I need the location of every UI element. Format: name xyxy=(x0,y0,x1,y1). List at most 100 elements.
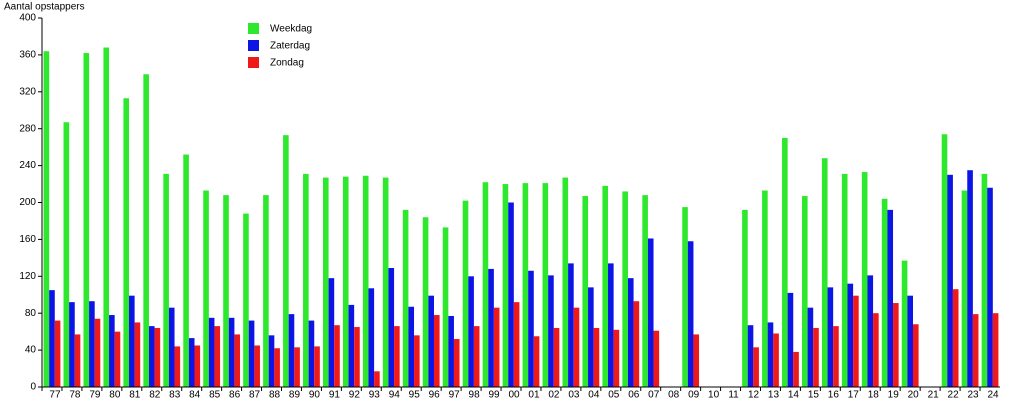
bar xyxy=(414,335,420,387)
bar xyxy=(593,327,600,387)
bar xyxy=(468,276,474,387)
bar xyxy=(334,325,340,387)
bar xyxy=(214,326,221,387)
bar xyxy=(967,170,973,387)
legend-label: Zondag xyxy=(270,58,304,69)
x-tick-label: 14 xyxy=(788,390,800,400)
x-tick-label: 92 xyxy=(349,390,361,400)
x-tick-label: 96 xyxy=(429,390,441,400)
x-tick-label: 00 xyxy=(508,390,520,400)
bar xyxy=(742,209,748,387)
bar xyxy=(54,320,61,387)
x-tick-label: 04 xyxy=(588,390,600,400)
x-tick-label: 78 xyxy=(69,390,81,400)
x-tick-label: 15 xyxy=(808,390,820,400)
x-tick-label: 05 xyxy=(608,390,620,400)
bar xyxy=(374,371,380,387)
bar xyxy=(762,190,768,387)
bar xyxy=(49,290,55,387)
bar xyxy=(183,154,189,387)
bar xyxy=(354,327,360,387)
x-tick-label: 87 xyxy=(249,390,261,400)
x-tick-label: 80 xyxy=(109,390,121,400)
y-tick-label: 0 xyxy=(30,382,36,393)
bar xyxy=(773,333,779,387)
x-tick-label: 81 xyxy=(129,390,141,400)
x-tick-label: 10 xyxy=(708,390,720,400)
y-tick-label: 80 xyxy=(25,308,37,319)
bar xyxy=(952,289,959,387)
bar xyxy=(827,287,834,387)
x-tick-label: 84 xyxy=(189,390,201,400)
bar xyxy=(841,173,848,387)
bar xyxy=(103,47,110,388)
bar xyxy=(793,351,799,387)
x-tick-label: 07 xyxy=(648,390,660,400)
bar xyxy=(163,173,169,387)
bar xyxy=(348,304,355,387)
bar xyxy=(223,195,229,387)
x-tick-label: 08 xyxy=(668,390,680,400)
bar xyxy=(208,317,215,387)
x-tick-label: 20 xyxy=(908,390,920,400)
y-axis-title: Aantal opstappers xyxy=(4,2,85,13)
bar xyxy=(254,345,260,387)
bar xyxy=(382,177,389,387)
y-tick-label: 360 xyxy=(19,50,36,61)
bar xyxy=(148,326,155,387)
bar xyxy=(368,288,375,387)
bar xyxy=(188,338,195,387)
bar xyxy=(143,74,149,388)
bar xyxy=(533,336,540,387)
bar xyxy=(482,182,489,387)
bar xyxy=(322,177,329,387)
bar xyxy=(428,295,434,387)
bar xyxy=(573,307,580,387)
bar xyxy=(542,183,549,387)
bar xyxy=(861,172,868,387)
bar xyxy=(887,209,894,387)
bar xyxy=(408,306,415,387)
x-tick-label: 11 xyxy=(728,390,739,400)
x-tick-label: 89 xyxy=(289,390,301,400)
bar xyxy=(813,327,819,387)
bar xyxy=(74,334,81,387)
x-tick-label: 09 xyxy=(688,390,700,400)
bar xyxy=(687,241,694,387)
x-tick-label: 95 xyxy=(409,390,421,400)
bar xyxy=(608,263,614,387)
bar xyxy=(388,267,395,387)
x-tick-label: 77 xyxy=(49,390,61,400)
bar xyxy=(342,176,349,387)
bar xyxy=(243,213,249,387)
bar xyxy=(154,327,161,387)
legend-swatch xyxy=(248,23,259,34)
bar xyxy=(588,287,594,387)
bar xyxy=(488,268,494,387)
bar xyxy=(941,134,948,387)
x-tick-label: 23 xyxy=(968,390,980,400)
bar xyxy=(508,202,514,387)
bar xyxy=(513,302,520,387)
bar xyxy=(972,314,979,387)
x-tick-label: 06 xyxy=(628,390,640,400)
bar xyxy=(174,346,181,387)
bar xyxy=(901,260,908,387)
bar xyxy=(867,275,874,387)
bar xyxy=(553,327,560,387)
bar xyxy=(268,335,275,387)
y-tick-label: 280 xyxy=(19,123,36,134)
x-tick-label: 91 xyxy=(329,390,341,400)
x-tick-label: 86 xyxy=(229,390,241,400)
bar xyxy=(83,53,90,388)
bar xyxy=(847,283,854,387)
bar xyxy=(274,348,280,387)
x-tick-label: 79 xyxy=(89,390,101,400)
bar xyxy=(881,198,888,387)
y-tick-label: 160 xyxy=(19,234,36,245)
bar xyxy=(362,175,369,387)
x-tick-label: 97 xyxy=(449,390,461,400)
bar xyxy=(288,314,295,387)
bar xyxy=(992,313,999,387)
